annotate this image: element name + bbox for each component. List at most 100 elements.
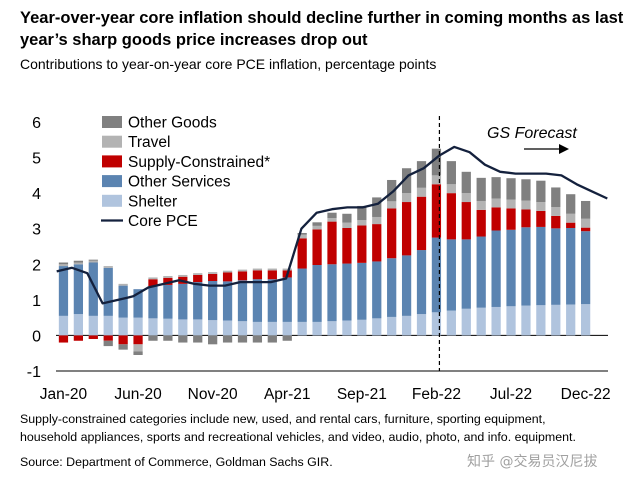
legend-label: Core PCE — [128, 213, 198, 230]
x-tick-label: Jun-20 — [114, 386, 162, 403]
bar-segment — [580, 218, 591, 228]
legend-swatch — [102, 135, 122, 148]
x-axis: Jan-20 Jun-20 Nov-20 Apr-21 Sep-21 Feb-22 Jul-… — [40, 386, 611, 403]
legend-label: Travel — [128, 134, 171, 151]
bar-segment — [357, 319, 367, 336]
bar-segment — [178, 283, 188, 320]
bar-segment — [461, 308, 471, 336]
y-tick-label: 0 — [32, 328, 41, 345]
bar-segment — [58, 266, 69, 316]
bar-segment — [580, 200, 591, 219]
bar-segment — [387, 201, 397, 209]
watermark: 知乎 @交易员汉尼拔 — [467, 454, 598, 470]
bar-segment — [193, 274, 203, 283]
bar-segment — [580, 304, 591, 336]
bar-segment — [58, 315, 69, 336]
bar-segment — [208, 320, 218, 336]
bar-segment — [312, 264, 322, 322]
bar-segment — [521, 179, 531, 201]
bar-segment — [163, 284, 173, 319]
bar-segment — [551, 207, 561, 216]
bar-segment — [342, 213, 352, 223]
bar-segment — [73, 260, 84, 263]
bar-segment — [297, 232, 307, 235]
bar-segment — [282, 321, 292, 336]
bar-segment — [431, 312, 442, 336]
bar-segment — [148, 286, 158, 319]
bar-segment — [163, 277, 173, 285]
bar-segment — [237, 271, 248, 281]
bar-segment — [222, 281, 233, 321]
bar-segment — [551, 228, 561, 305]
bar-segment — [133, 317, 143, 336]
bar-segment — [88, 315, 98, 336]
bar-segment — [118, 317, 128, 336]
bar-segment — [446, 193, 456, 240]
bar-segment — [521, 200, 531, 210]
bar-segment — [327, 218, 337, 222]
bar-segment — [506, 306, 516, 336]
bar-segment — [222, 320, 233, 336]
bar-segment — [103, 315, 113, 336]
bar-segment — [342, 222, 352, 229]
bar-segment — [536, 226, 546, 306]
bar-segment — [566, 228, 576, 305]
footnote-line-2: household appliances, sports and recreat… — [20, 430, 576, 444]
bar-segment — [282, 268, 292, 271]
bar-segment — [357, 225, 367, 263]
bar-segment — [580, 231, 591, 305]
bar-segment — [476, 236, 486, 308]
bar-segment — [506, 199, 516, 209]
bar-segment — [237, 280, 248, 322]
legend-swatch — [102, 194, 122, 207]
bar-segment — [357, 205, 367, 221]
bar-segment — [431, 148, 442, 176]
bar-segment — [163, 335, 173, 341]
bar-segment — [416, 314, 427, 336]
bar-segment — [103, 267, 113, 316]
bar-segment — [416, 161, 427, 188]
bar-segment — [73, 262, 84, 265]
bar-segment — [208, 273, 218, 282]
bar-segment — [208, 281, 218, 321]
bar-segment — [88, 335, 98, 339]
bar-segment — [521, 305, 531, 336]
x-tick-label: Feb-22 — [412, 386, 461, 403]
legend-label: Shelter — [128, 193, 177, 210]
bar-segment — [461, 239, 471, 309]
bar-segment — [118, 285, 128, 318]
bar-segment — [103, 266, 113, 268]
core-pce-line — [56, 145, 608, 305]
bar-segment — [193, 273, 203, 275]
y-tick-label: 6 — [32, 115, 41, 132]
bar-segment — [446, 239, 456, 311]
bar-segment — [208, 335, 218, 345]
y-axis: -1 0 1 2 3 4 5 6 — [27, 115, 608, 381]
bar-segment — [446, 184, 456, 194]
bar-segment — [387, 179, 397, 202]
bar-segment — [222, 270, 233, 273]
bar-segment — [267, 321, 277, 336]
bar-segment — [118, 335, 128, 345]
bar-segment — [312, 321, 322, 336]
bar-segment — [536, 202, 546, 211]
bar-segment — [431, 175, 442, 185]
bar-segment — [267, 279, 277, 322]
x-tick-label: Dec-22 — [561, 386, 611, 403]
x-tick-label: Sep-21 — [337, 386, 387, 403]
bar-segment — [506, 229, 516, 307]
bar-segment — [118, 283, 128, 286]
bar-segment — [178, 274, 188, 277]
bar-segment — [566, 304, 576, 336]
legend: Other Goods Travel Supply-Constrained* Othe… — [101, 115, 270, 230]
legend-swatch — [102, 175, 122, 188]
bar-segment — [566, 194, 576, 214]
bar-segment — [252, 279, 263, 322]
bar-segment — [297, 268, 307, 322]
bar-segment — [566, 222, 576, 229]
bar-segment — [401, 255, 412, 316]
bar-segment — [267, 268, 277, 271]
bar-segment — [551, 215, 561, 229]
x-tick-label: Jul-22 — [490, 386, 532, 403]
bar-segment — [237, 269, 248, 272]
